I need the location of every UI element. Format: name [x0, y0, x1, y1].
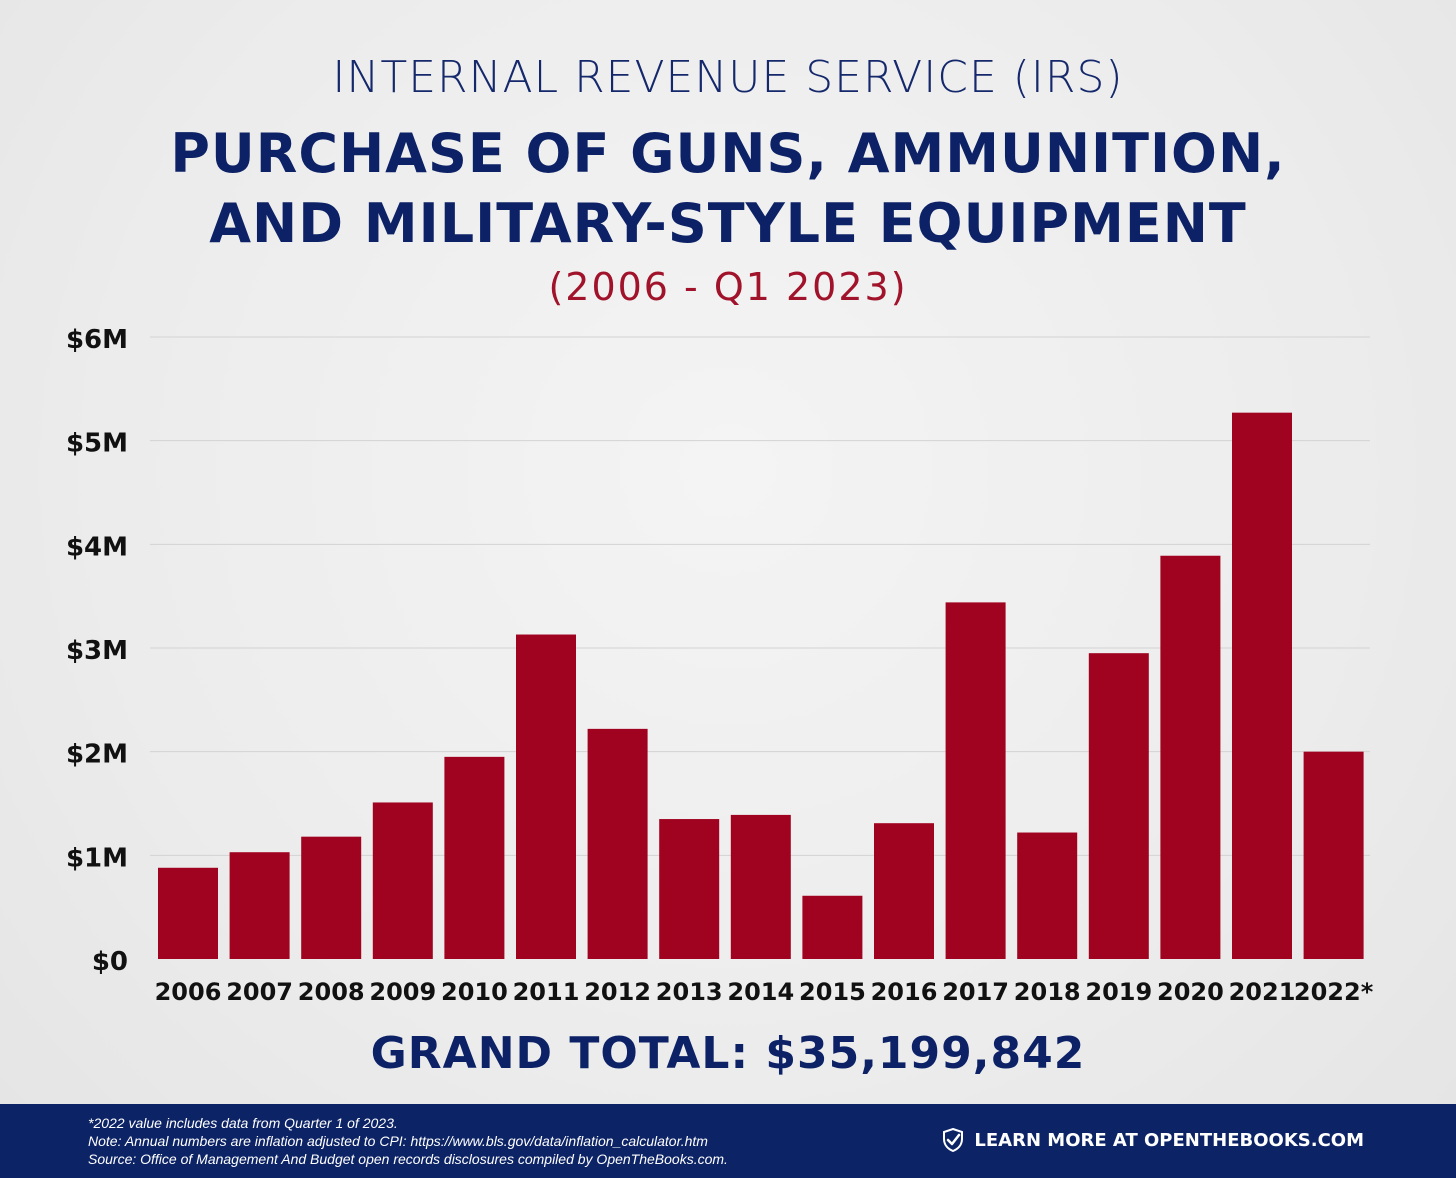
x-tick-label: 2021 [1229, 978, 1296, 1006]
learn-more-link[interactable]: LEARN MORE AT OPENTHEBOOKS.COM [942, 1128, 1364, 1152]
bar-2011 [516, 634, 576, 959]
x-tick-label: 2007 [226, 978, 293, 1006]
footnote-source: Source: Office of Management And Budget … [88, 1151, 728, 1167]
x-tick-label: 2006 [155, 978, 222, 1006]
x-tick-label: 2009 [369, 978, 436, 1006]
x-tick-label: 2011 [513, 978, 580, 1006]
chart-subtitle: (2006 - Q1 2023) [548, 265, 908, 309]
bar-2022 [1303, 751, 1364, 959]
footnote-2022-note: *2022 value includes data from Quarter 1… [88, 1115, 398, 1131]
y-tick-label: $6M [66, 325, 128, 355]
x-tick-label: 2010 [441, 978, 508, 1006]
footnotes: *2022 value includes data from Quarter 1… [88, 1114, 728, 1168]
title-line-main-2: AND MILITARY-STYLE EQUIPMENT [209, 192, 1247, 255]
x-tick-label: 2022* [1294, 978, 1374, 1006]
footnote-inflation-note: Note: Annual numbers are inflation adjus… [88, 1133, 708, 1149]
bar-2019 [1088, 653, 1149, 959]
x-tick-label: 2008 [298, 978, 365, 1006]
bar-2018 [1017, 832, 1078, 959]
x-tick-label: 2018 [1014, 978, 1081, 1006]
y-tick-label: $3M [66, 636, 128, 666]
shield-check-icon [943, 1128, 964, 1152]
footer-bar: *2022 value includes data from Quarter 1… [0, 1104, 1456, 1178]
grand-total: GRAND TOTAL: $35,199,842 [370, 1028, 1086, 1079]
y-axis-ticks: $0 $1M $2M $3M $4M $5M $6M [66, 325, 128, 977]
bars [158, 412, 1364, 960]
title-line-main-1: PURCHASE OF GUNS, AMMUNITION, [170, 122, 1286, 185]
title-line-agency: INTERNAL REVENUE SERVICE (IRS) [332, 52, 1124, 103]
y-tick-label: $4M [66, 532, 128, 562]
bar-2007 [229, 852, 290, 959]
x-tick-label: 2015 [799, 978, 866, 1006]
x-axis-ticks: 2006 2007 2008 2009 2010 2011 2012 2013 2014 2015… [155, 978, 1374, 1006]
bar-2010 [444, 756, 505, 959]
x-tick-label: 2014 [727, 978, 794, 1006]
bar-2017 [945, 602, 1006, 959]
x-tick-label: 2017 [942, 978, 1009, 1006]
bar-2012 [587, 728, 648, 959]
x-tick-label: 2016 [871, 978, 938, 1006]
x-tick-label: 2013 [656, 978, 723, 1006]
learn-more-label: LEARN MORE AT OPENTHEBOOKS.COM [974, 1129, 1364, 1151]
bar-2008 [301, 836, 362, 959]
y-tick-label: $0 [92, 947, 128, 977]
y-tick-label: $5M [66, 429, 128, 459]
bar-2009 [372, 802, 433, 959]
bar-chart: $0$1M$2M$3M$4M$5M$6M 2006 2007 2008 2009 201… [66, 325, 1374, 1006]
x-tick-label: 2020 [1157, 978, 1224, 1006]
y-tick-label: $1M [66, 843, 128, 873]
x-tick-label: 2019 [1085, 978, 1152, 1006]
bar-2013 [659, 819, 720, 959]
y-tick-label: $2M [66, 740, 128, 770]
bar-2020 [1160, 555, 1221, 959]
bar-2021 [1232, 412, 1292, 960]
bar-2015 [802, 895, 863, 959]
bar-2014 [730, 814, 791, 959]
x-tick-label: 2012 [584, 978, 651, 1006]
bar-2006 [158, 867, 218, 959]
bar-2016 [874, 823, 934, 959]
